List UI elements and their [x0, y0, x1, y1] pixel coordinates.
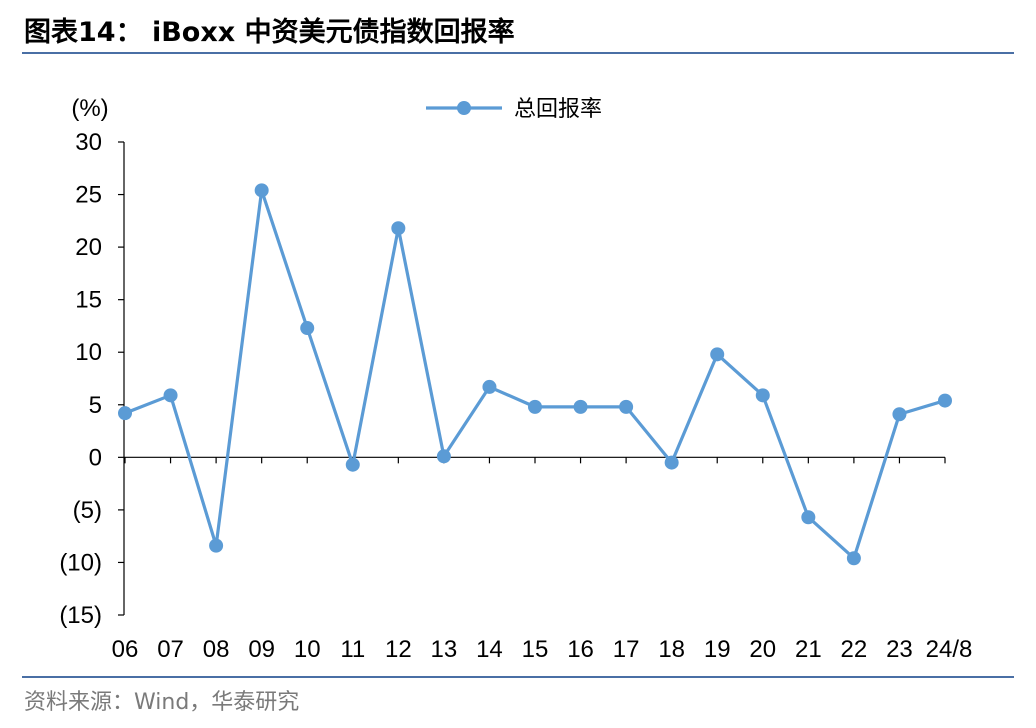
- x-tick-label: 10: [294, 636, 321, 663]
- data-point: [482, 379, 497, 394]
- x-tick-label: 11: [340, 636, 365, 663]
- x-tick-label: 16: [567, 636, 594, 663]
- legend-label: 总回报率: [514, 97, 602, 122]
- data-point: [892, 407, 907, 422]
- x-tick-label: 13: [431, 636, 458, 663]
- y-tick-label: (5): [73, 497, 102, 524]
- x-tick-label: 19: [704, 636, 731, 663]
- y-tick-label: 10: [75, 339, 102, 366]
- data-point: [118, 406, 132, 421]
- data-point: [938, 393, 952, 408]
- data-point: [619, 399, 634, 414]
- y-tick-label: 20: [75, 234, 102, 261]
- x-tick-label: 18: [658, 636, 685, 663]
- data-point: [254, 183, 269, 198]
- chart-axes: 30 25 20 15 10 5 0 (5) (10) (15) (%) 06 07 08 09 10 11 12…: [59, 95, 972, 663]
- x-tick-label: 21: [795, 636, 822, 663]
- data-point: [300, 321, 315, 336]
- x-tick-label: 07: [157, 636, 184, 663]
- x-tick-label: 20: [749, 636, 776, 663]
- x-tick-label: 24/8: [926, 636, 973, 663]
- data-point: [573, 399, 588, 414]
- data-point: [391, 221, 406, 236]
- y-tick-label: 25: [75, 182, 102, 209]
- y-tick-label: (15): [59, 602, 102, 629]
- y-tick-label: 30: [75, 129, 102, 156]
- source-divider: [22, 676, 1014, 678]
- data-point: [345, 457, 360, 472]
- y-tick-label: 15: [75, 287, 102, 314]
- data-point: [801, 510, 816, 525]
- x-tick-label: 17: [613, 636, 640, 663]
- x-tick-label: 09: [248, 636, 275, 663]
- y-tick-label: (10): [59, 549, 102, 576]
- data-point: [755, 388, 770, 403]
- source-note: 资料来源：Wind，华泰研究: [24, 690, 300, 715]
- series-line: [124, 188, 946, 560]
- x-tick-label: 14: [476, 636, 503, 663]
- legend-marker: [457, 101, 471, 115]
- x-tick-label: 12: [385, 636, 412, 663]
- data-point: [846, 551, 861, 566]
- x-tick-label: 08: [203, 636, 230, 663]
- data-point: [163, 388, 178, 403]
- x-tick-label: 15: [522, 636, 549, 663]
- y-tick-label: 0: [89, 444, 102, 471]
- x-tick-label: 22: [841, 636, 868, 663]
- chart-series: [118, 183, 952, 566]
- x-tick-label: 23: [886, 636, 913, 663]
- title-divider: [22, 52, 1014, 54]
- chart-legend: 总回报率: [426, 97, 602, 122]
- data-point: [436, 449, 451, 464]
- data-point: [664, 455, 679, 470]
- data-point: [528, 399, 542, 414]
- data-point: [209, 538, 224, 553]
- data-point: [710, 347, 725, 362]
- y-unit-label: (%): [71, 95, 108, 122]
- chart-title: 图表14： iBoxx 中资美元债指数回报率: [24, 17, 515, 48]
- x-tick-label: 06: [112, 636, 139, 663]
- y-tick-label: 5: [89, 392, 102, 419]
